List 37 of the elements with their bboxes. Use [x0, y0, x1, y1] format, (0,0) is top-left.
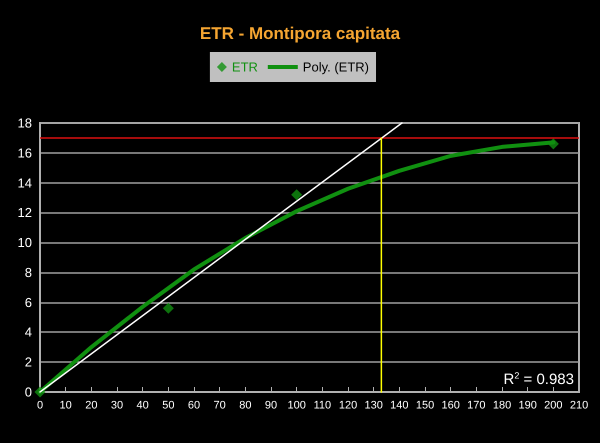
- x-tick-label: 210: [570, 400, 588, 412]
- x-tick-label: 160: [441, 400, 460, 412]
- point: [162, 302, 174, 314]
- x-tick-label: 80: [239, 400, 252, 412]
- x-tick-label: 110: [314, 400, 332, 412]
- x-tick-label: 10: [60, 400, 72, 412]
- x-tick-label: 60: [188, 400, 200, 412]
- x-tick-label: 150: [416, 400, 434, 412]
- x-tick-label: 130: [364, 400, 383, 412]
- y-tick-label: 0: [24, 384, 32, 400]
- y-tick-label: 16: [18, 145, 32, 160]
- x-tick-label: 200: [544, 400, 563, 412]
- x-tick-label: 50: [162, 400, 174, 412]
- x-tick-label: 100: [287, 400, 306, 412]
- y-tick-label: 18: [18, 116, 32, 130]
- y-tick-label: 2: [24, 354, 32, 370]
- x-tick-label: 140: [390, 400, 409, 412]
- y-tick-label: 14: [18, 175, 32, 190]
- legend-label: Poly. (ETR): [302, 60, 370, 74]
- x-tick-label: 0: [36, 400, 44, 412]
- x-tick-label: 20: [85, 400, 98, 412]
- x-tick-label: 170: [467, 400, 486, 412]
- y-tick-label: 12: [18, 205, 32, 220]
- point: [291, 189, 302, 200]
- y-tick-label: 4: [24, 324, 32, 340]
- x-tick-label: 190: [518, 400, 537, 412]
- x-tick-label: 70: [214, 400, 226, 412]
- x-tick-label: 40: [136, 400, 149, 412]
- chart-title: ETR - Montipora capitata: [200, 24, 401, 43]
- x-tick-label: 30: [110, 400, 124, 412]
- x-tick-label: 90: [264, 400, 278, 412]
- legend-label: ETR: [232, 60, 258, 74]
- x-tick-label: 120: [338, 400, 358, 412]
- y-tick-label: 10: [18, 235, 32, 250]
- x-tick-label: 180: [492, 400, 512, 412]
- y-tick-label: 6: [24, 294, 32, 310]
- y-tick-label: 8: [24, 264, 32, 280]
